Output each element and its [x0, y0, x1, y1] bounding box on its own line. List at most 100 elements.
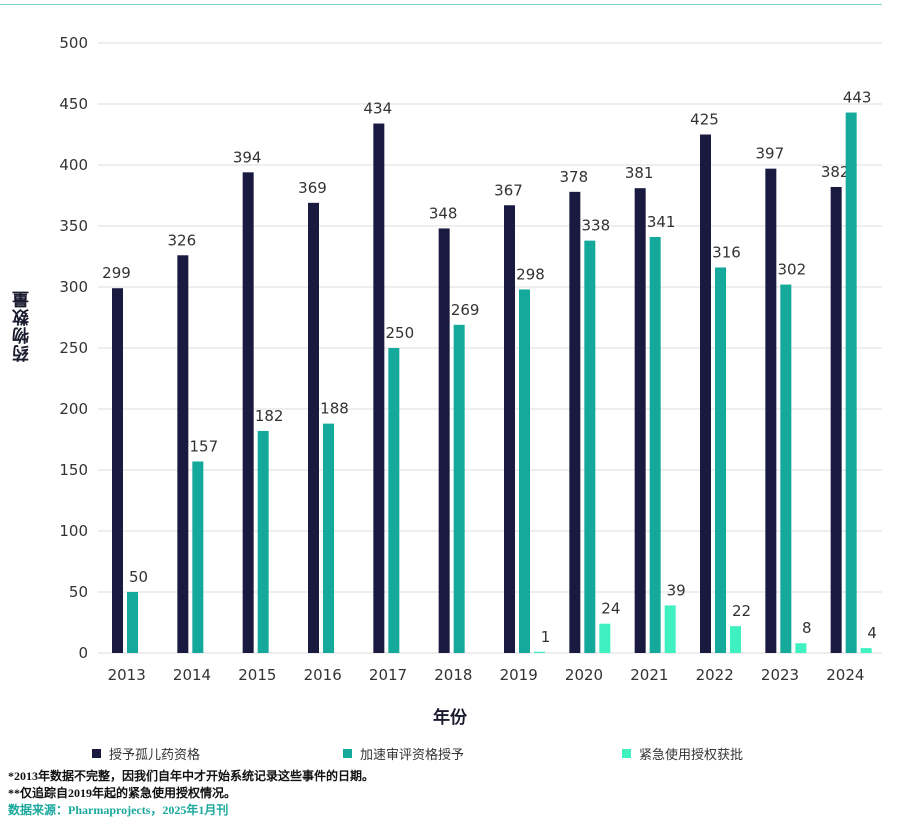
legend-swatch-emergency — [622, 749, 631, 758]
x-tick-label: 2013 — [108, 666, 146, 684]
bar — [192, 461, 204, 653]
data-label: 299 — [102, 264, 131, 282]
footnote-2013: *2013年数据不完整，因我们自年中才开始系统记录这些事件的日期。 — [8, 769, 375, 783]
bar — [715, 267, 726, 653]
data-label: 182 — [255, 407, 284, 425]
legend-swatch-orphan — [92, 749, 101, 758]
bar — [634, 188, 646, 653]
bar — [584, 240, 596, 653]
bar — [664, 605, 676, 653]
legend-item-orphan: 授予孤儿药资格 — [92, 744, 200, 763]
bar — [257, 430, 269, 653]
y-tick-label: 450 — [59, 95, 88, 113]
x-tick-label: 2015 — [238, 666, 276, 684]
x-tick-label: 2023 — [761, 666, 799, 684]
data-label: 188 — [320, 400, 349, 418]
data-label: 22 — [732, 602, 751, 620]
x-tick-label: 2016 — [304, 666, 342, 684]
bar — [765, 168, 777, 653]
top-rule — [0, 4, 882, 5]
bar — [845, 112, 857, 654]
bar — [730, 626, 741, 653]
footnotes: *2013年数据不完整，因我们自年中才开始系统记录这些事件的日期。 **仅追踪自… — [8, 768, 374, 819]
legend-item-emergency: 紧急使用授权获批 — [622, 744, 743, 763]
bar-chart: 0 50 100 150 200 250 300 350 400 450 500 299 50 2013 3… — [59, 34, 882, 684]
data-label: 250 — [386, 324, 415, 342]
x-axis-label: 年份 — [433, 708, 467, 728]
data-label: 443 — [843, 89, 872, 107]
bar — [308, 202, 319, 653]
bar — [504, 205, 515, 653]
y-tick-label: 350 — [59, 217, 88, 235]
x-tick-label: 2019 — [500, 666, 538, 684]
data-label: 157 — [190, 437, 219, 455]
x-tick-label: 2018 — [434, 666, 472, 684]
data-label: 338 — [582, 217, 611, 235]
x-tick-label: 2021 — [630, 666, 668, 684]
y-tick-label: 150 — [59, 461, 88, 479]
data-label: 8 — [802, 619, 812, 637]
y-tick-label: 50 — [69, 583, 88, 601]
x-tick-label: 2022 — [696, 666, 734, 684]
y-tick-label: 400 — [59, 156, 88, 174]
bar — [860, 648, 872, 653]
legend-label-emergency: 紧急使用授权获批 — [639, 748, 744, 763]
data-label: 394 — [233, 148, 262, 166]
data-label: 341 — [647, 213, 676, 231]
bar — [780, 284, 792, 653]
data-label: 378 — [560, 168, 589, 186]
legend-label-accelerated: 加速审评资格授予 — [360, 748, 465, 763]
data-label: 382 — [821, 163, 850, 181]
data-label: 381 — [625, 164, 654, 182]
x-tick-label: 2020 — [565, 666, 603, 684]
data-label: 50 — [129, 568, 148, 586]
legend-label-orphan: 授予孤儿药资格 — [109, 748, 201, 763]
bar — [599, 623, 611, 653]
legend-swatch-accelerated — [343, 749, 352, 758]
data-label: 326 — [168, 231, 197, 249]
x-tick-label: 2014 — [173, 666, 211, 684]
bar — [242, 172, 254, 653]
legend: 授予孤儿药资格 加速审评资格授予 紧急使用授权获批 — [0, 744, 900, 764]
legend-item-accelerated: 加速审评资格授予 — [343, 744, 464, 763]
bar — [388, 348, 400, 653]
bar — [649, 236, 661, 654]
data-label: 298 — [516, 265, 545, 283]
y-tick-label: 250 — [59, 339, 88, 357]
bar — [700, 134, 711, 653]
bar — [323, 423, 334, 653]
bar — [519, 289, 530, 653]
bar — [373, 123, 385, 653]
y-tick-label: 0 — [78, 644, 88, 662]
data-label: 425 — [690, 111, 719, 129]
y-axis-label: 药物数量 — [13, 290, 33, 362]
y-tick-label: 100 — [59, 522, 88, 540]
bar — [438, 228, 450, 653]
data-label: 397 — [756, 145, 785, 163]
x-tick-label: 2017 — [369, 666, 407, 684]
y-tick-label: 200 — [59, 400, 88, 418]
bar — [795, 643, 807, 653]
data-label: 316 — [712, 243, 741, 261]
data-label: 269 — [451, 301, 480, 319]
bar — [127, 592, 138, 653]
source-note: 数据来源：Pharmaprojects，2025年1月刊 — [8, 803, 229, 817]
bar — [453, 324, 465, 653]
data-label: 302 — [778, 261, 807, 279]
data-label: 369 — [298, 179, 327, 197]
bar — [177, 255, 189, 653]
y-tick-label: 300 — [59, 278, 88, 296]
bar — [534, 651, 545, 653]
bar — [569, 191, 581, 653]
footnote-eua: **仅追踪自2019年起的紧急使用授权情况。 — [8, 786, 237, 800]
data-label: 1 — [541, 628, 551, 646]
data-label: 24 — [601, 600, 620, 618]
data-label: 367 — [494, 181, 523, 199]
x-tick-label: 2024 — [826, 666, 864, 684]
bar — [830, 186, 842, 653]
bar — [112, 288, 123, 653]
data-label: 39 — [667, 581, 686, 599]
data-label: 348 — [429, 204, 458, 222]
data-label: 434 — [364, 100, 393, 118]
y-tick-label: 500 — [59, 34, 88, 52]
